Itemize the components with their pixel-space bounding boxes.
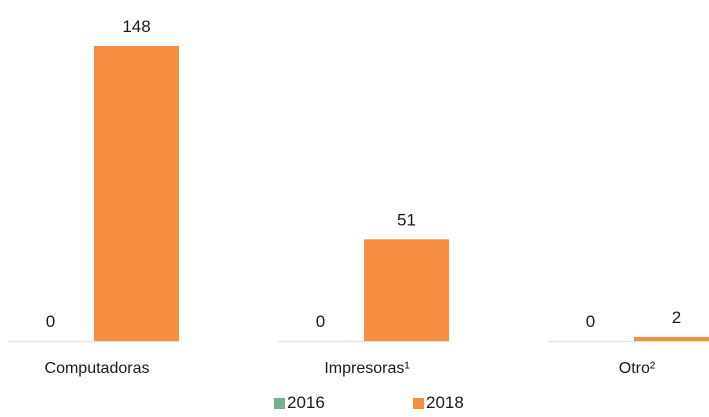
legend-swatch-2016 [274,397,285,409]
legend-item-2016: 2016 [274,393,325,413]
bar-2018-2 [364,239,449,341]
bar-2018-3 [634,337,709,341]
category-label-1: Computadoras [45,360,150,377]
data-label-2016-2: 0 [316,312,325,331]
legend-label-2016: 2016 [287,393,325,412]
data-label-2018-1: 148 [122,17,150,36]
data-label-2018-3: 2 [672,308,681,327]
data-label-2016-3: 0 [586,312,595,331]
data-label-2016-1: 0 [46,312,55,331]
legend: 2016 2018 [0,393,709,415]
category-label-3: Otro² [619,360,656,377]
data-label-2018-2: 51 [397,210,416,229]
bar-2018-1 [94,46,179,341]
legend-item-2018: 2018 [413,393,464,413]
legend-swatch-2018 [413,397,424,409]
legend-label-2018: 2018 [426,393,464,412]
category-label-2: Impresoras¹ [324,360,409,377]
